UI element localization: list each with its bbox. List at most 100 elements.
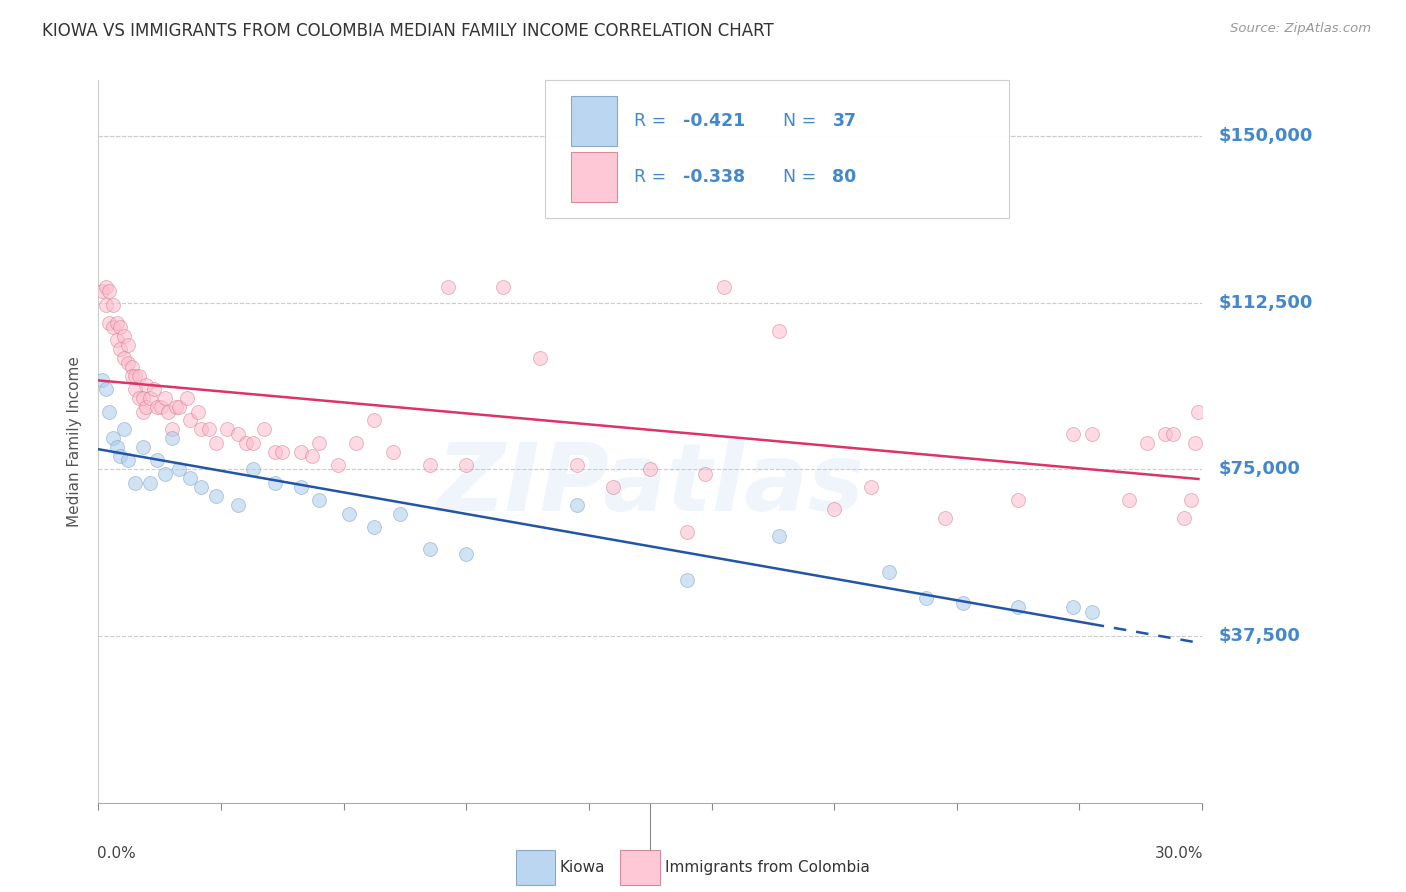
Text: Kiowa: Kiowa — [560, 860, 605, 875]
Point — [197, 422, 219, 436]
Point — [112, 351, 135, 366]
Text: R =: R = — [634, 112, 672, 129]
Point — [565, 458, 588, 472]
Point — [157, 404, 180, 418]
Point — [131, 440, 153, 454]
Point — [169, 462, 191, 476]
Point — [179, 471, 201, 485]
Point — [169, 400, 191, 414]
Point — [187, 404, 209, 418]
Point — [91, 285, 114, 299]
Text: $37,500: $37,500 — [1219, 627, 1301, 645]
Point — [101, 431, 124, 445]
Point — [301, 449, 323, 463]
Point — [131, 404, 153, 418]
FancyBboxPatch shape — [546, 80, 1010, 218]
Point — [101, 298, 124, 312]
Point — [1081, 605, 1104, 619]
Text: KIOWA VS IMMIGRANTS FROM COLOMBIA MEDIAN FAMILY INCOME CORRELATION CHART: KIOWA VS IMMIGRANTS FROM COLOMBIA MEDIAN… — [42, 22, 773, 40]
FancyBboxPatch shape — [516, 850, 555, 885]
Point — [153, 467, 176, 481]
Point — [1173, 511, 1195, 525]
Point — [110, 449, 132, 463]
Point — [638, 462, 661, 476]
Point — [381, 444, 404, 458]
Point — [602, 480, 624, 494]
Point — [676, 524, 699, 539]
FancyBboxPatch shape — [620, 850, 661, 885]
Point — [676, 574, 699, 588]
Point — [1007, 493, 1029, 508]
Point — [135, 400, 157, 414]
Point — [98, 404, 121, 418]
Point — [1007, 600, 1029, 615]
Point — [190, 480, 212, 494]
Point — [242, 435, 264, 450]
Point — [1081, 426, 1104, 441]
Point — [695, 467, 717, 481]
Point — [176, 391, 198, 405]
Point — [135, 377, 157, 392]
Point — [94, 280, 117, 294]
Point — [363, 413, 385, 427]
Point — [419, 542, 441, 557]
Point — [344, 435, 367, 450]
Point — [117, 356, 139, 370]
Point — [110, 320, 132, 334]
Point — [149, 400, 172, 414]
Point — [271, 444, 294, 458]
Point — [1136, 435, 1159, 450]
Point — [91, 373, 114, 387]
Point — [879, 565, 901, 579]
Point — [253, 422, 276, 436]
Point — [768, 325, 790, 339]
Point — [124, 368, 146, 383]
Text: Immigrants from Colombia: Immigrants from Colombia — [665, 860, 869, 875]
Point — [105, 316, 128, 330]
Point — [326, 458, 349, 472]
Point — [98, 285, 121, 299]
Point — [264, 444, 287, 458]
Text: 30.0%: 30.0% — [1154, 847, 1204, 861]
Point — [235, 435, 257, 450]
Point — [1187, 404, 1209, 418]
Point — [112, 329, 135, 343]
Point — [205, 489, 228, 503]
Text: N =: N = — [783, 169, 821, 186]
Point — [146, 453, 169, 467]
Text: N =: N = — [783, 112, 821, 129]
Text: ZIPatlas: ZIPatlas — [436, 439, 865, 531]
FancyBboxPatch shape — [571, 95, 617, 145]
Point — [915, 591, 938, 606]
Point — [121, 360, 143, 375]
Point — [205, 435, 228, 450]
Point — [94, 382, 117, 396]
Point — [124, 382, 146, 396]
Point — [124, 475, 146, 490]
Point — [110, 343, 132, 357]
Point — [142, 382, 165, 396]
Text: 80: 80 — [832, 169, 856, 186]
Point — [437, 280, 460, 294]
Text: $150,000: $150,000 — [1219, 127, 1313, 145]
Point — [160, 431, 183, 445]
Point — [1062, 426, 1084, 441]
Point — [117, 453, 139, 467]
Point — [128, 391, 150, 405]
Point — [823, 502, 845, 516]
Point — [242, 462, 264, 476]
Point — [121, 368, 143, 383]
Point — [179, 413, 201, 427]
FancyBboxPatch shape — [571, 153, 617, 202]
Point — [1062, 600, 1084, 615]
Point — [363, 520, 385, 534]
Point — [153, 391, 176, 405]
Point — [217, 422, 239, 436]
Point — [165, 400, 187, 414]
Text: $112,500: $112,500 — [1219, 293, 1313, 311]
Point — [1118, 493, 1140, 508]
Point — [456, 547, 478, 561]
Point — [226, 498, 249, 512]
Point — [934, 511, 956, 525]
Point — [131, 391, 153, 405]
